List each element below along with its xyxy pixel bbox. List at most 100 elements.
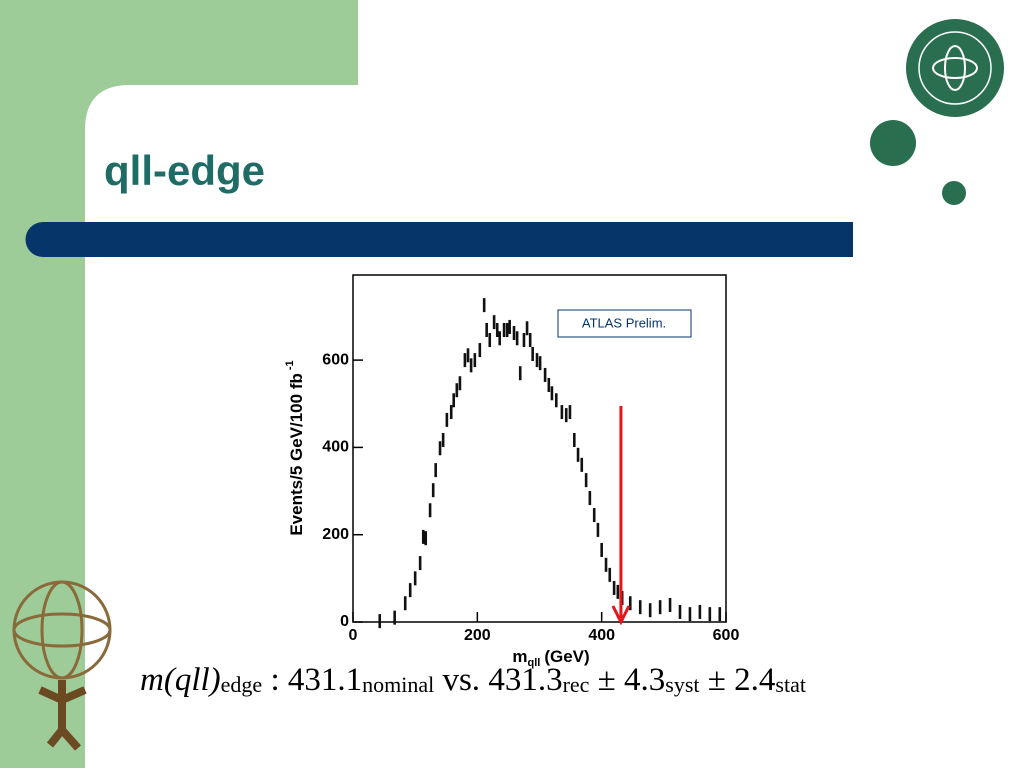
dot bbox=[870, 120, 916, 166]
data-point bbox=[543, 367, 547, 382]
data-point bbox=[525, 321, 529, 336]
data-point bbox=[612, 580, 616, 595]
x-label-sub: qll bbox=[527, 657, 540, 669]
data-point bbox=[449, 405, 453, 420]
data-point bbox=[502, 322, 506, 337]
data-point bbox=[576, 447, 580, 462]
formula-syst: ± 4.3 bbox=[597, 662, 666, 698]
formula-stat: ± 2.4 bbox=[707, 662, 776, 698]
formula-sub: nominal bbox=[362, 672, 435, 697]
formula: m(qll)edge : 431.1nominal vs. 431.3rec ±… bbox=[140, 662, 806, 699]
data-point bbox=[564, 408, 568, 423]
data-point bbox=[469, 358, 473, 373]
x-tick-label: 400 bbox=[588, 627, 615, 644]
data-point bbox=[580, 457, 584, 472]
arrow-head bbox=[611, 605, 631, 626]
data-point bbox=[492, 315, 496, 330]
data-point bbox=[378, 614, 382, 629]
data-point bbox=[538, 356, 542, 371]
slide-title: qll-edge bbox=[104, 147, 265, 194]
data-point bbox=[708, 607, 712, 622]
data-point bbox=[403, 596, 407, 611]
data-point bbox=[648, 603, 652, 618]
data-point bbox=[592, 508, 596, 523]
data-point bbox=[698, 604, 702, 619]
data-point bbox=[421, 529, 425, 544]
seal-ring bbox=[918, 31, 992, 105]
data-point bbox=[528, 333, 532, 348]
data-point bbox=[431, 483, 435, 498]
data-point bbox=[452, 393, 456, 408]
data-point bbox=[688, 607, 692, 622]
data-point bbox=[547, 377, 551, 392]
data-point bbox=[478, 343, 482, 358]
x-tick-label: 0 bbox=[349, 627, 358, 644]
data-point bbox=[668, 597, 672, 612]
seal bbox=[906, 19, 1004, 117]
x-label: m bbox=[512, 647, 527, 666]
data-point bbox=[638, 600, 642, 615]
y-tick-label: 600 bbox=[322, 351, 349, 368]
y-axis-label: Events/5 GeV/100 fb -1 bbox=[284, 360, 307, 535]
data-point bbox=[482, 298, 486, 313]
x-axis-label: mqll (GeV) bbox=[512, 647, 589, 668]
data-point bbox=[535, 353, 539, 368]
data-point bbox=[441, 432, 445, 447]
x-tick-label: 200 bbox=[464, 627, 491, 644]
annotation-box bbox=[557, 309, 692, 338]
data-point bbox=[413, 571, 417, 586]
data-point bbox=[458, 376, 462, 391]
data-point bbox=[438, 441, 442, 456]
data-point bbox=[600, 542, 603, 557]
dot bbox=[942, 181, 966, 205]
data-point bbox=[560, 405, 564, 420]
data-point bbox=[531, 347, 534, 362]
data-point bbox=[466, 348, 470, 363]
data-point bbox=[608, 567, 612, 582]
data-point bbox=[628, 596, 632, 611]
data-point bbox=[512, 326, 516, 341]
data-point bbox=[550, 386, 554, 401]
data-point bbox=[616, 584, 620, 599]
data-point bbox=[393, 610, 396, 625]
data-point bbox=[522, 333, 526, 348]
data-point bbox=[554, 393, 558, 408]
formula-sub: syst bbox=[665, 672, 700, 697]
data-point bbox=[445, 412, 449, 427]
data-point bbox=[408, 583, 412, 598]
atlas-figure bbox=[12, 580, 112, 751]
formula-vs: vs. bbox=[442, 662, 481, 698]
formula-rec: 431.3 bbox=[488, 662, 563, 698]
y-tick-label: 400 bbox=[322, 439, 349, 456]
data-point bbox=[515, 331, 519, 346]
data-point bbox=[463, 353, 467, 368]
green-block bbox=[0, 0, 358, 85]
data-point bbox=[678, 604, 682, 619]
data-point bbox=[418, 556, 422, 571]
formula-sub: rec bbox=[562, 672, 590, 697]
data-point bbox=[498, 331, 502, 346]
data-point bbox=[658, 600, 662, 615]
data-point bbox=[424, 531, 428, 546]
x-tick-label: 600 bbox=[713, 627, 740, 644]
y-label: Events/5 GeV/100 fb bbox=[287, 373, 306, 536]
x-label-unit: (GeV) bbox=[544, 647, 589, 666]
y-label-sup: -1 bbox=[284, 360, 296, 370]
corner-fill bbox=[85, 85, 130, 130]
data-point bbox=[488, 333, 492, 348]
data-point bbox=[568, 405, 572, 420]
data-point bbox=[505, 322, 509, 337]
formula-lhs: m(qll) bbox=[140, 662, 221, 698]
data-point bbox=[455, 383, 459, 398]
data-point bbox=[596, 522, 600, 537]
data-point bbox=[584, 473, 588, 488]
annotation: ATLAS Prelim. bbox=[582, 315, 666, 330]
y-tick-label: 200 bbox=[322, 526, 349, 543]
data-point bbox=[718, 607, 722, 622]
formula-sub: edge bbox=[220, 672, 263, 697]
data-point bbox=[518, 366, 522, 381]
data-point bbox=[428, 503, 432, 518]
data-point bbox=[473, 353, 477, 368]
